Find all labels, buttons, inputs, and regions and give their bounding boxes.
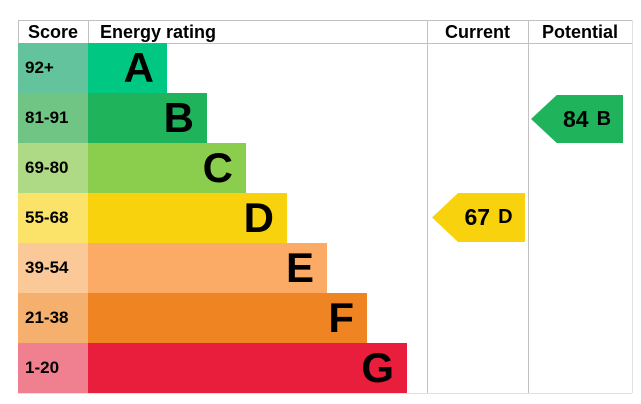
potential-rating-value: 84: [562, 105, 589, 132]
band-row-c: 69-80 C: [0, 143, 641, 193]
band-bar-d: D: [88, 193, 287, 243]
current-column-header: Current: [444, 22, 510, 42]
band-score-range: 1-20: [18, 343, 88, 393]
band-row-f: 21-38 F: [0, 293, 641, 343]
current-rating-value: 67: [464, 204, 491, 230]
current-column-divider: [427, 20, 428, 393]
band-row-g: 1-20 G: [0, 343, 641, 393]
table-bottom-border: [18, 393, 632, 394]
band-row-d: 55-68 D: [0, 193, 641, 243]
band-row-b: 81-91 B: [0, 93, 641, 143]
potential-column-divider: [528, 20, 529, 393]
current-rating-band: D: [498, 206, 513, 228]
band-score-range: 69-80: [18, 143, 88, 193]
band-bar-g: G: [88, 343, 407, 393]
band-score-range: 92+: [18, 43, 88, 93]
band-bar-b: B: [88, 93, 207, 143]
band-score-range: 55-68: [18, 193, 88, 243]
score-column-divider: [88, 20, 89, 43]
band-bar-e: E: [88, 243, 327, 293]
band-row-e: 39-54 E: [0, 243, 641, 293]
band-bar-a: A: [88, 43, 167, 93]
header-bottom-border: [18, 43, 632, 44]
band-row-a: 92+ A: [0, 43, 641, 93]
header-left-border: [18, 20, 19, 43]
band-score-range: 21-38: [18, 293, 88, 343]
band-score-range: 39-54: [18, 243, 88, 293]
band-bar-f: F: [88, 293, 367, 343]
potential-column-header: Potential: [541, 22, 618, 42]
potential-rating-band: B: [596, 107, 612, 130]
table-top-border: [18, 20, 632, 21]
energy-rating-column-header: Energy rating: [100, 22, 217, 42]
band-bar-c: C: [88, 143, 246, 193]
table-right-border: [632, 20, 633, 393]
score-column-header: Score: [27, 22, 79, 42]
band-score-range: 81-91: [18, 93, 88, 143]
